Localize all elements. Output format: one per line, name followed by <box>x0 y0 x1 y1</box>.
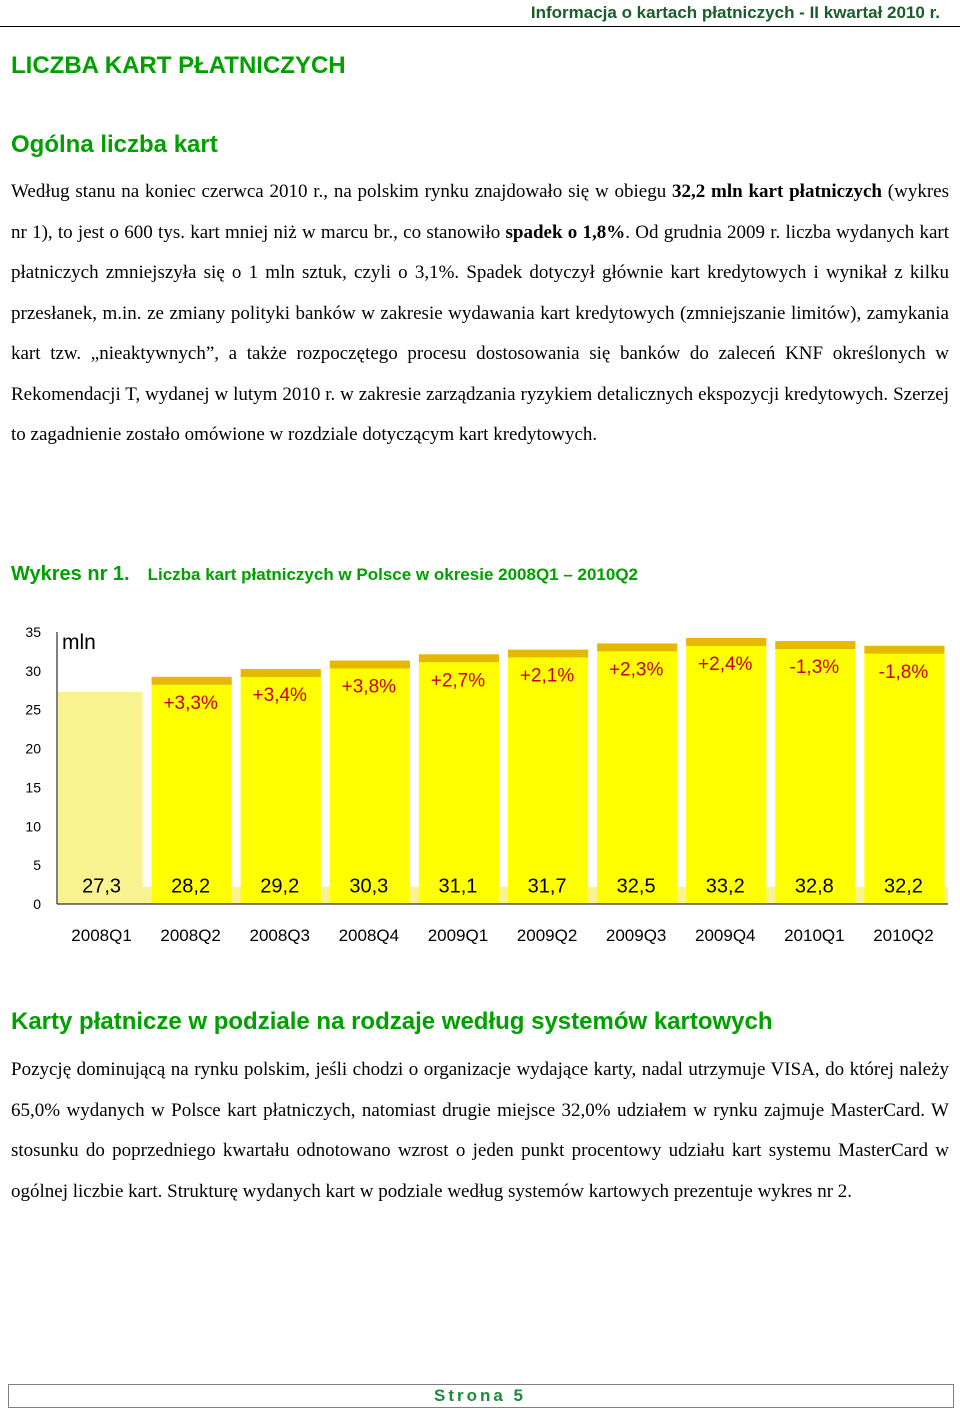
bar-value-label: 27,3 <box>82 875 121 897</box>
bar-change-label: +3,4% <box>253 685 308 706</box>
bar <box>864 653 945 904</box>
bar-change-label: +2,7% <box>431 670 486 691</box>
x-tick-label: 2009Q1 <box>428 926 489 945</box>
y-tick-label: 5 <box>33 857 41 873</box>
section-title: LICZBA KART PŁATNICZYCH <box>11 52 346 79</box>
bar-value-label: 30,3 <box>349 875 388 897</box>
bar-change-label: +2,4% <box>698 654 753 675</box>
bar-value-label: 32,8 <box>795 875 834 897</box>
bar-change-label: +3,3% <box>163 693 218 714</box>
y-tick-label: 10 <box>25 818 41 834</box>
y-unit-label: mln <box>62 631 96 654</box>
x-tick-label: 2008Q3 <box>250 926 311 945</box>
bar-value-label: 33,2 <box>706 875 745 897</box>
bar-change-label: +2,3% <box>609 659 664 680</box>
bar-cap <box>597 643 678 652</box>
x-tick-label: 2009Q2 <box>517 926 578 945</box>
x-tick-label: 2010Q2 <box>873 926 934 945</box>
bar <box>329 668 410 904</box>
bar <box>686 645 767 904</box>
bar-cap <box>240 669 321 678</box>
bar-cap <box>775 641 856 650</box>
subsection-title-systems: Karty płatnicze w podziale na rodzaje we… <box>11 1008 773 1035</box>
paragraph-text: (wykres nr 1), to jest o 600 tys. kart m… <box>11 181 949 243</box>
y-tick-label: 15 <box>25 779 41 795</box>
x-tick-label: 2009Q4 <box>695 926 756 945</box>
bar-value-label: 32,5 <box>617 875 656 897</box>
bar <box>151 684 232 904</box>
x-tick-label: 2008Q4 <box>339 926 400 945</box>
page-number: Strona 5 <box>433 1386 527 1405</box>
subsection-title-general: Ogólna liczba kart <box>11 131 218 158</box>
bar-cap <box>329 660 410 669</box>
y-tick-label: 0 <box>33 896 41 912</box>
chart-caption: Wykres nr 1. Liczba kart płatniczych w Po… <box>11 563 638 586</box>
y-tick-label: 35 <box>25 624 41 640</box>
bar <box>597 651 678 904</box>
paragraph-text: Według stanu na koniec czerwca 2010 r., … <box>11 181 672 202</box>
paragraph-bold-decline: spadek o 1,8% <box>505 221 626 243</box>
x-tick-label: 2008Q2 <box>160 926 221 945</box>
bar-value-label: 31,7 <box>528 875 567 897</box>
bar-change-label: +2,1% <box>520 666 575 687</box>
footer-box <box>8 1384 954 1408</box>
bar <box>240 677 321 904</box>
y-tick-label: 25 <box>25 702 41 718</box>
x-tick-label: 2010Q1 <box>784 926 845 945</box>
bar-cap <box>507 649 589 658</box>
bar <box>58 691 143 904</box>
header-bar: Informacja o kartach płatniczych - II kw… <box>0 0 960 27</box>
bar <box>775 649 856 904</box>
bar-change-label: +3,8% <box>342 677 397 698</box>
paragraph-text: . Od grudnia 2009 r. liczba wydanych kar… <box>11 221 950 446</box>
bar-chart: 0 5 10 15 20 25 30 35 mln 27,3 2008Q1 28,2 +3,3% 2008… <box>25 624 948 945</box>
bar-cap <box>418 654 500 663</box>
bar-cap <box>686 637 767 646</box>
chart-card-count: 0 5 10 15 20 25 30 35 mln 27,3 2008Q1 28,2 +3,3% 2008… <box>0 612 960 962</box>
paragraph-bold-count: 32,2 mln kart płatniczych <box>671 181 882 202</box>
bar-value-label: 31,1 <box>438 875 477 897</box>
x-tick-label: 2008Q1 <box>71 926 132 945</box>
bar-value-label: 29,2 <box>260 875 299 897</box>
x-tick-label: 2009Q3 <box>606 926 667 945</box>
bar-cap <box>151 676 232 685</box>
header-title: Informacja o kartach płatniczych - II kw… <box>530 3 940 22</box>
paragraph-systems: Pozycję dominującą na rynku polskim, jeś… <box>11 1059 949 1202</box>
y-tick-label: 30 <box>25 663 41 679</box>
bar <box>507 657 589 904</box>
paragraph-card-count: Według stanu na koniec czerwca 2010 r., … <box>11 172 949 456</box>
bar <box>418 662 500 904</box>
bar-change-label: -1,3% <box>790 657 840 678</box>
chart-number: Wykres nr 1. <box>11 563 130 585</box>
bar-value-label: 28,2 <box>171 875 210 897</box>
bar-change-label: -1,8% <box>879 662 929 683</box>
chart-title: Liczba kart płatniczych w Polsce w okres… <box>147 565 639 584</box>
bar-cap <box>864 645 945 654</box>
y-tick-label: 20 <box>25 741 41 757</box>
bar-value-label: 32,2 <box>884 875 923 897</box>
